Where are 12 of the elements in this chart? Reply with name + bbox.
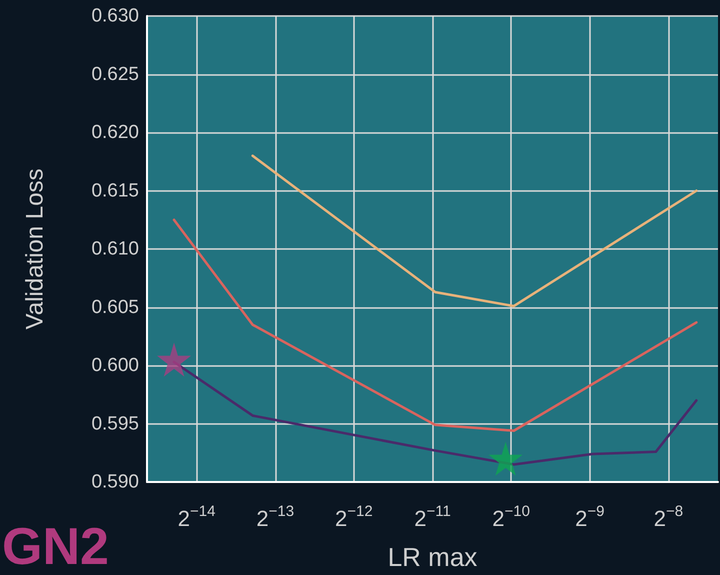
y-tick-label: 0.590: [91, 472, 139, 492]
y-tick-label: 0.630: [91, 6, 139, 26]
y-axis-title: Validation Loss: [22, 168, 48, 330]
y-tick-label: 0.610: [91, 238, 139, 260]
y-tick-label: 0.605: [91, 296, 139, 318]
x-axis-title: LR max: [388, 542, 478, 572]
y-tick-label: 0.600: [91, 355, 139, 376]
y-tick-label: 0.625: [91, 64, 139, 85]
text: GN2: [2, 518, 109, 575]
y-tick-label: 0.595: [91, 413, 139, 434]
y-tick-label: 0.615: [91, 180, 139, 202]
y-tick-label: 0.620: [91, 122, 139, 143]
